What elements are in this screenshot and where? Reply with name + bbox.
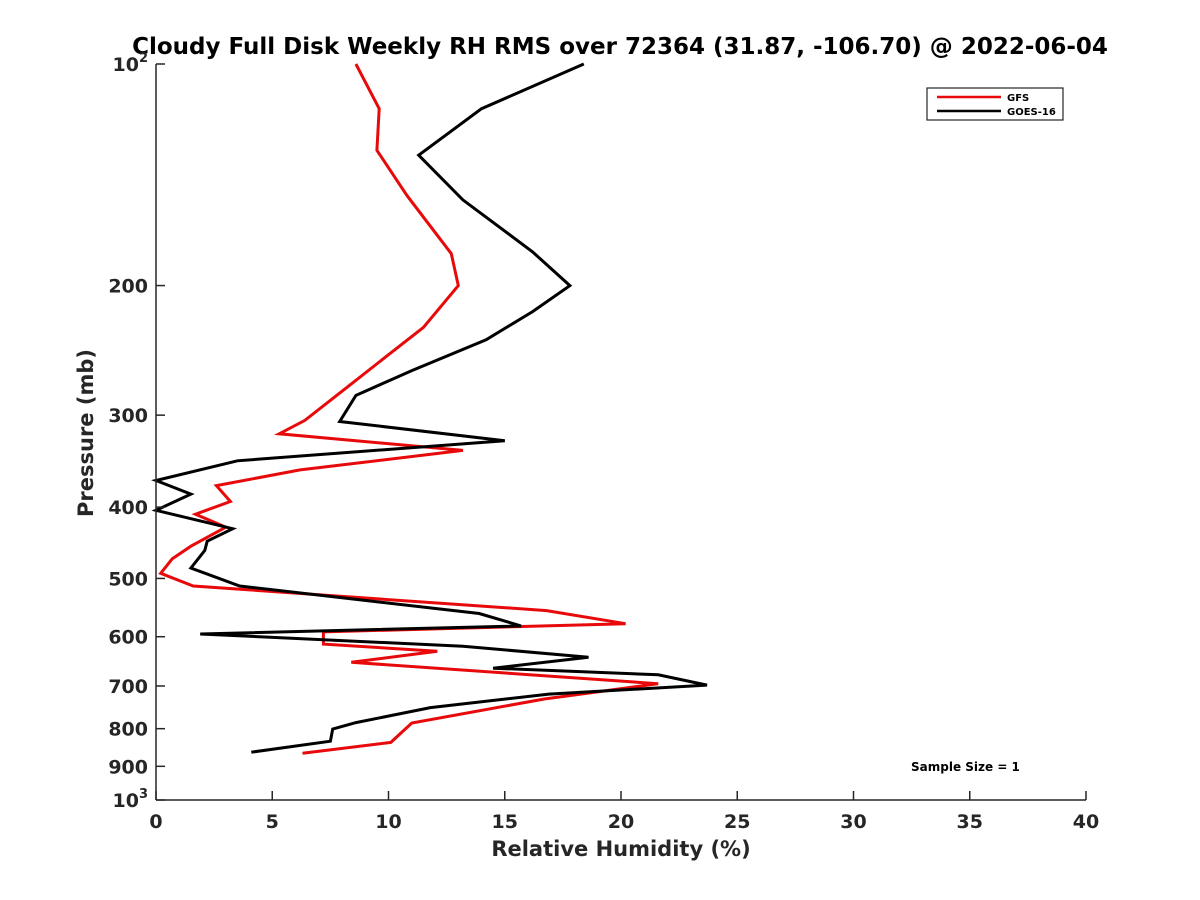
x-tick-label: 20 <box>608 811 634 833</box>
y-tick-label: 400 <box>108 497 148 519</box>
y-tick-label: 300 <box>108 405 148 427</box>
series-line-gfs <box>158 63 659 755</box>
x-tick-label: 15 <box>492 811 518 833</box>
x-tick-label: 0 <box>149 811 162 833</box>
x-tick-label: 30 <box>840 811 866 833</box>
y-ticks: 102 200 300 400 500 600 700 800 900 103 <box>108 51 165 812</box>
y-tick-label: 600 <box>108 627 148 649</box>
x-ticks: 0 5 10 15 20 25 30 35 40 <box>149 791 1099 833</box>
legend: GFS GOES-16 <box>926 87 1064 121</box>
y-tick-label: 900 <box>108 756 148 778</box>
y-tick-label: 103 <box>113 787 149 812</box>
legend-box <box>926 87 1064 121</box>
y-axis-label: Pressure (mb) <box>74 349 98 517</box>
x-axis-label: Relative Humidity (%) <box>491 837 750 861</box>
x-tick-label: 35 <box>957 811 983 833</box>
y-tick-label: 102 <box>113 51 149 76</box>
legend-label-goes: GOES-16 <box>1007 107 1056 118</box>
x-tick-label: 40 <box>1073 811 1099 833</box>
series-line-goes-16 <box>151 62 708 754</box>
legend-label-gfs: GFS <box>1007 93 1029 104</box>
y-tick-label: 200 <box>108 276 148 298</box>
chart-title: Cloudy Full Disk Weekly RH RMS over 7236… <box>132 34 1108 60</box>
y-tick-label: 500 <box>108 568 148 590</box>
y-tick-label: 800 <box>108 719 148 741</box>
plot-lines <box>151 62 708 755</box>
y-tick-label: 700 <box>108 676 148 698</box>
sample-size-annotation: Sample Size = 1 <box>911 760 1020 774</box>
x-tick-label: 5 <box>266 811 279 833</box>
x-tick-label: 25 <box>724 811 750 833</box>
x-tick-label: 10 <box>375 811 401 833</box>
